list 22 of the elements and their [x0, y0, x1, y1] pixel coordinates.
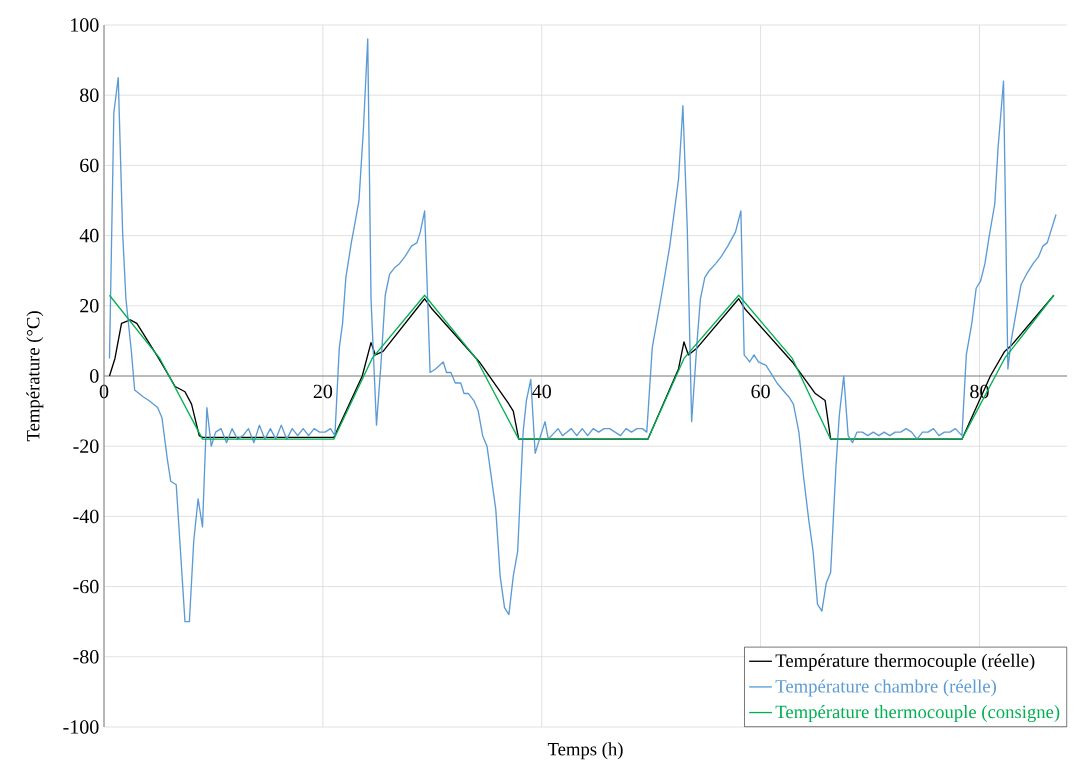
y-tick-label: -20 [73, 439, 99, 453]
x-tick-label: 60 [751, 384, 770, 399]
legend-label: Température thermocouple (consigne) [775, 705, 1060, 723]
x-tick-label: 40 [532, 384, 551, 399]
legend-label: Température thermocouple (réelle) [775, 653, 1035, 671]
y-tick-label: -100 [63, 720, 99, 734]
y-tick-label: 60 [80, 158, 99, 173]
y-tick-label: 80 [80, 88, 99, 102]
x-tick-label: 20 [313, 384, 333, 399]
y-tick-label: 40 [79, 228, 99, 243]
y-tick-label: 0 [90, 369, 99, 383]
line-series [108, 294, 1055, 440]
legend-label: Température chambre (réelle) [775, 679, 996, 697]
y-tick-label: 20 [80, 299, 99, 313]
line-series [108, 38, 1057, 623]
y-tick-label: -60 [73, 579, 99, 594]
x-axis-title: Temps (h) [547, 742, 623, 760]
y-axis-title: Température (°C) [26, 311, 44, 442]
y-tick-label: 100 [71, 18, 99, 32]
y-tick-label: -40 [73, 509, 99, 524]
y-tick-label: -80 [73, 650, 99, 664]
x-tick-label: 0 [99, 384, 109, 399]
